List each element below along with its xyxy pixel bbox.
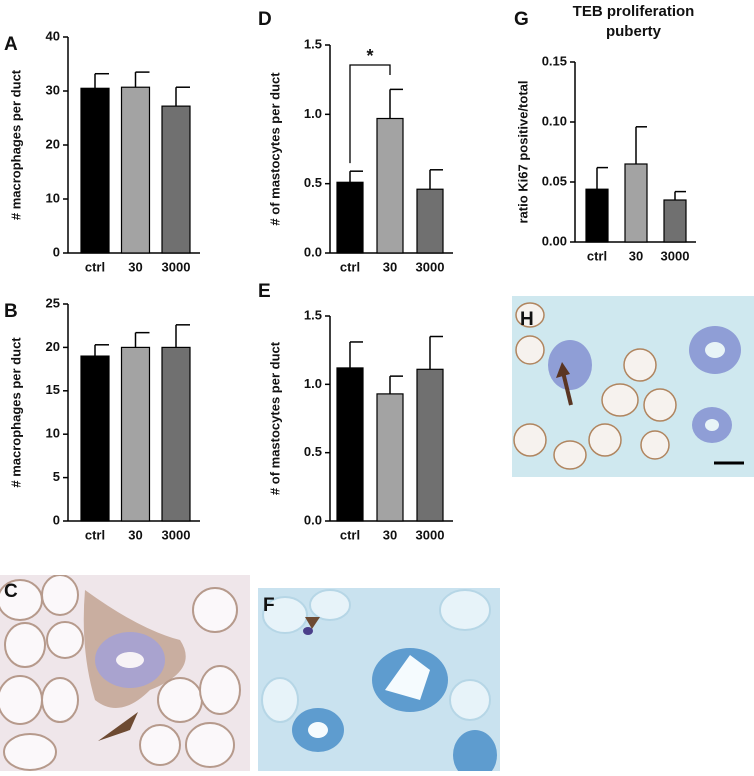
bar bbox=[161, 346, 191, 522]
y-tick-label: 0.10 bbox=[542, 113, 567, 128]
y-tick-label: 0.0 bbox=[304, 512, 322, 527]
micrograph-f bbox=[258, 588, 500, 771]
x-tick-label: ctrl bbox=[340, 527, 360, 542]
annotation: * bbox=[366, 46, 373, 66]
bar bbox=[376, 393, 404, 522]
y-tick-label: 30 bbox=[46, 82, 60, 97]
bar bbox=[624, 163, 648, 243]
panel-label: D bbox=[258, 9, 272, 30]
panel-label: A bbox=[4, 34, 18, 55]
x-tick-label: 30 bbox=[383, 527, 397, 542]
bar bbox=[120, 346, 151, 522]
bar bbox=[336, 367, 364, 522]
x-tick-label: 3000 bbox=[416, 259, 445, 274]
x-tick-label: ctrl bbox=[587, 248, 607, 263]
y-tick-label: 1.0 bbox=[304, 376, 322, 391]
y-tick-label: 20 bbox=[46, 339, 60, 354]
significance-bracket bbox=[349, 64, 391, 164]
y-axis-label: # of mastocytes per duct bbox=[267, 72, 282, 226]
x-tick-label: 30 bbox=[128, 527, 142, 542]
x-tick-label: ctrl bbox=[85, 259, 105, 274]
micrograph-c bbox=[0, 575, 250, 771]
x-tick-label: 3000 bbox=[162, 527, 191, 542]
micrograph-h bbox=[512, 296, 754, 477]
bar bbox=[80, 355, 110, 522]
y-axis-label: # macrophages per duct bbox=[8, 337, 23, 488]
bar bbox=[585, 188, 609, 243]
y-tick-label: 25 bbox=[46, 295, 60, 310]
x-tick-label: ctrl bbox=[340, 259, 360, 274]
bar bbox=[376, 117, 404, 254]
chart-title: puberty bbox=[606, 23, 662, 40]
bar bbox=[120, 86, 151, 254]
y-tick-label: 5 bbox=[53, 469, 60, 484]
x-tick-label: 3000 bbox=[416, 527, 445, 542]
panel-label: H bbox=[520, 309, 534, 330]
x-tick-label: 3000 bbox=[162, 259, 191, 274]
y-tick-label: 40 bbox=[46, 28, 60, 43]
y-tick-label: 0.5 bbox=[304, 444, 322, 459]
y-tick-label: 0.00 bbox=[542, 233, 567, 248]
y-axis-label: ratio Ki67 positive/total bbox=[515, 80, 530, 223]
y-axis-label: # macrophages per duct bbox=[8, 69, 23, 220]
panel-label: G bbox=[514, 9, 529, 30]
y-tick-label: 15 bbox=[46, 382, 60, 397]
x-tick-label: 30 bbox=[629, 248, 643, 263]
bar bbox=[416, 188, 444, 254]
panel-label: F bbox=[263, 595, 275, 616]
x-tick-label: 3000 bbox=[661, 248, 690, 263]
y-tick-label: 1.5 bbox=[304, 307, 322, 322]
bar bbox=[161, 105, 191, 254]
x-tick-label: 30 bbox=[128, 259, 142, 274]
bar bbox=[663, 199, 687, 243]
bar bbox=[80, 87, 110, 254]
y-tick-label: 0 bbox=[53, 244, 60, 259]
chart-title: TEB proliferation bbox=[573, 3, 695, 20]
y-tick-label: 0.15 bbox=[542, 53, 567, 68]
y-tick-label: 1.0 bbox=[304, 106, 322, 121]
y-axis-label: # of mastocytes per duct bbox=[267, 341, 282, 495]
panel-label: E bbox=[258, 281, 271, 302]
x-tick-label: ctrl bbox=[85, 527, 105, 542]
y-tick-label: 10 bbox=[46, 426, 60, 441]
panel-label: C bbox=[4, 581, 18, 602]
y-tick-label: 0 bbox=[53, 512, 60, 527]
y-tick-label: 1.5 bbox=[304, 36, 322, 51]
panel-label: B bbox=[4, 301, 18, 322]
y-tick-label: 20 bbox=[46, 136, 60, 151]
y-tick-label: 0.05 bbox=[542, 173, 567, 188]
bar bbox=[416, 368, 444, 522]
y-tick-label: 0.0 bbox=[304, 244, 322, 259]
x-tick-label: 30 bbox=[383, 259, 397, 274]
y-tick-label: 10 bbox=[46, 190, 60, 205]
bar bbox=[336, 181, 364, 254]
y-tick-label: 0.5 bbox=[304, 175, 322, 190]
